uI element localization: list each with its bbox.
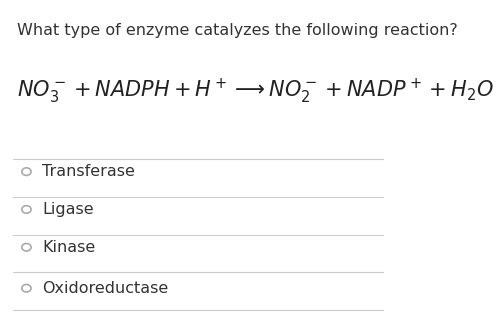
Text: Transferase: Transferase [42,164,135,179]
Text: Ligase: Ligase [42,202,94,217]
Text: $NO_3^- + NADPH + H^+ \longrightarrow NO_2^- + NADP^+ + H_2O$: $NO_3^- + NADPH + H^+ \longrightarrow NO… [17,77,494,106]
Text: What type of enzyme catalyzes the following reaction?: What type of enzyme catalyzes the follow… [17,24,458,38]
Text: Oxidoreductase: Oxidoreductase [42,281,168,296]
Text: Kinase: Kinase [42,240,95,255]
